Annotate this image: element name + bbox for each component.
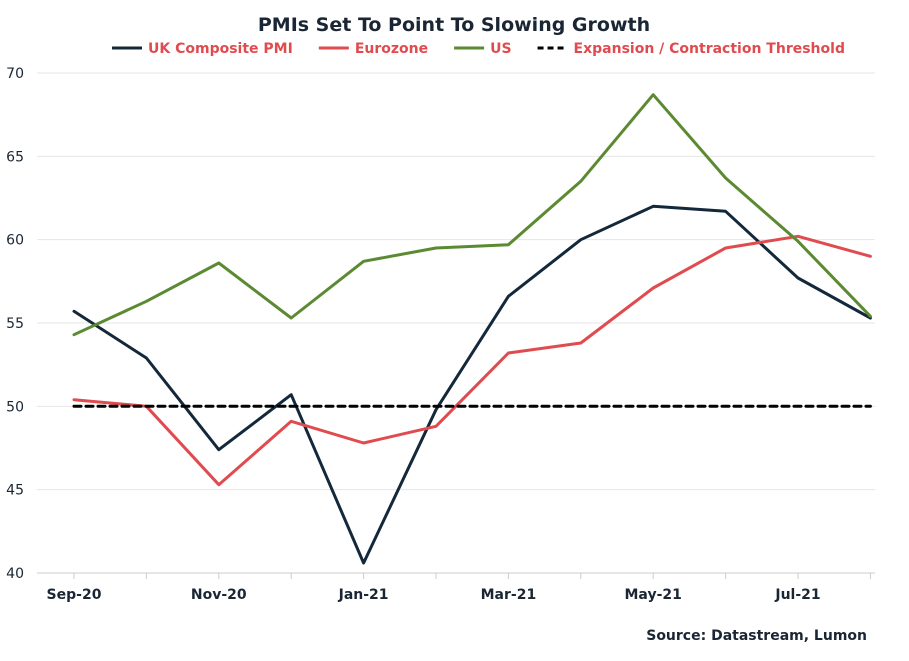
series-line-2 <box>72 93 872 337</box>
legend-label: Eurozone <box>355 41 428 57</box>
series-line-1 <box>72 234 872 487</box>
chart-title: PMIs Set To Point To Slowing Growth <box>258 14 650 36</box>
source-note: Source: Datastream, Lumon <box>646 628 867 644</box>
legend-label: UK Composite PMI <box>148 41 293 57</box>
x-tick-label: Nov-20 <box>191 587 247 603</box>
y-tick-label: 50 <box>6 399 24 415</box>
legend: UK Composite PMI Eurozone US Expansion / Co… <box>112 41 845 57</box>
y-tick-label: 70 <box>6 66 24 82</box>
x-tick-label: Sep-20 <box>47 587 102 603</box>
gridlines <box>37 72 875 574</box>
x-axis: Sep-20 Nov-20 Jan-21 Mar-21 May-21 Jul-21 <box>47 573 871 603</box>
y-axis: 40 45 50 55 60 65 70 <box>6 66 24 582</box>
y-tick-label: 40 <box>6 566 24 582</box>
y-tick-label: 45 <box>6 483 24 499</box>
y-tick-label: 60 <box>6 233 24 249</box>
legend-label: Expansion / Contraction Threshold <box>574 41 845 57</box>
x-tick-label: May-21 <box>625 587 682 603</box>
y-tick-label: 55 <box>6 316 24 332</box>
y-tick-label: 65 <box>6 149 24 165</box>
series-line-0 <box>72 204 872 565</box>
series-lines <box>72 93 872 565</box>
x-tick-label: Jul-21 <box>774 587 820 603</box>
x-tick-label: Mar-21 <box>481 587 537 603</box>
legend-label: US <box>490 41 511 57</box>
x-tick-label: Jan-21 <box>338 587 389 603</box>
